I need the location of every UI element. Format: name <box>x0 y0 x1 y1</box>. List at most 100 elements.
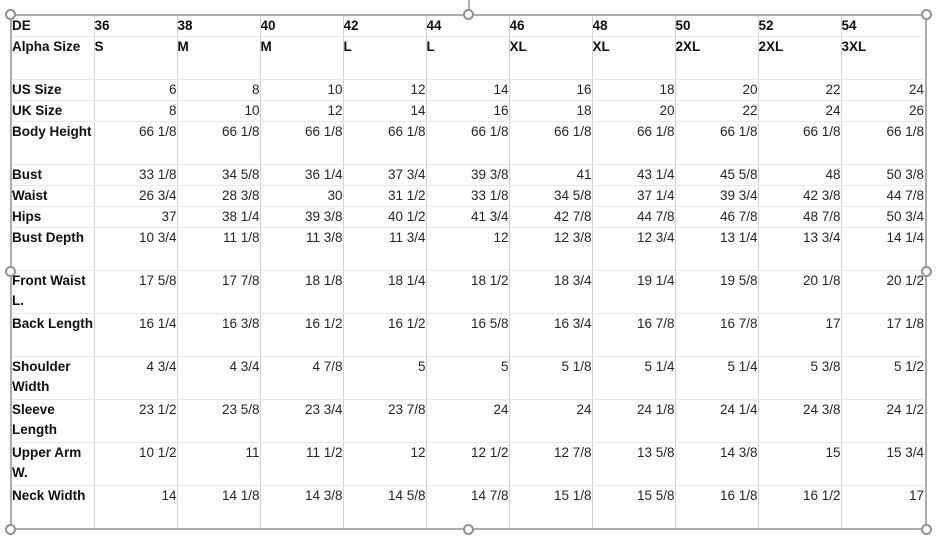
measurement-value-cell: 4 3/4 <box>177 356 261 400</box>
measurement-value-cell: 22 <box>758 79 842 101</box>
size-header-cell: 42 <box>343 16 427 37</box>
measurement-value-cell: 42 7/8 <box>509 206 593 228</box>
row-label-cell: Bust Depth <box>12 227 95 271</box>
row-label-cell: Sleeve Length <box>12 399 95 443</box>
measurement-value-cell: 15 5/8 <box>592 485 676 528</box>
selected-table-frame[interactable]: DE 36 38 40 42 44 46 48 50 52 54 Alpha Size S M M L L XL X… <box>5 0 932 535</box>
measurement-value-cell: 5 3/8 <box>758 356 842 400</box>
measurement-value-cell: 14 7/8 <box>426 485 510 528</box>
measurement-value-cell: 22 <box>675 100 759 122</box>
measurement-value-cell: 19 1/4 <box>592 270 676 314</box>
table-row-header: DE 36 38 40 42 44 46 48 50 52 54 <box>12 16 924 37</box>
table-row: Bust 33 1/8 34 5/8 36 1/4 37 3/4 39 3/8 41 43 1… <box>12 164 924 186</box>
measurement-value-cell: 24 1/2 <box>841 399 924 443</box>
measurement-value-cell: 17 <box>908 488 924 503</box>
measurement-value-cell: 14 1/8 <box>177 485 261 528</box>
table-row: Waist 26 3/4 28 3/8 30 31 1/2 33 1/8 34 5/8 37 … <box>12 185 924 207</box>
measurement-value-cell: 16 5/8 <box>426 313 510 357</box>
table-row: US Size 6 8 10 12 14 16 18 20 22 24 <box>12 79 924 101</box>
measurement-value-cell: 16 <box>426 100 510 122</box>
resize-handle-bottom-center[interactable] <box>462 524 474 535</box>
measurement-value-cell: 24 <box>509 399 593 443</box>
rotation-handle-stem <box>467 0 470 14</box>
measurement-value-cell: 12 7/8 <box>509 442 593 486</box>
measurement-value-cell: 14 5/8 <box>343 485 427 528</box>
measurement-value-cell: 24 3/8 <box>758 399 842 443</box>
measurement-value-cell: 50 3/8 <box>841 164 924 186</box>
row-label-cell: Hips <box>12 206 95 228</box>
resize-handle-middle-right[interactable] <box>921 266 932 277</box>
measurement-value-cell: 39 3/8 <box>426 164 510 186</box>
row-label-cell: Bust <box>12 164 95 186</box>
measurement-value-cell: 10 <box>260 79 344 101</box>
measurement-value-cell: 14 <box>94 485 178 528</box>
measurement-value-cell: 17 1/8 <box>841 313 924 357</box>
measurement-value-cell: 33 1/8 <box>94 164 178 186</box>
table-row: Sleeve Length 23 1/2 23 5/8 23 3/4 23 7/8 24 2… <box>12 399 924 443</box>
size-header-cell: 48 <box>592 16 676 37</box>
measurement-value-cell: 5 1/4 <box>675 356 759 400</box>
measurement-value-cell: 18 1/8 <box>260 270 344 314</box>
measurement-value-cell: 12 <box>343 79 427 101</box>
measurement-value-cell: 30 <box>260 185 344 207</box>
measurement-value-cell: 66 1/8 <box>675 121 759 165</box>
measurement-value-cell: 28 3/8 <box>177 185 261 207</box>
measurement-value-cell: 6 <box>94 79 178 101</box>
measurement-value-cell: 16 7/8 <box>592 313 676 357</box>
size-header-cell: 46 <box>509 16 593 37</box>
measurement-value-cell: 26 <box>841 100 924 122</box>
measurement-value-cell: 39 3/8 <box>260 206 344 228</box>
resize-handle-top-center[interactable] <box>462 9 474 20</box>
measurement-value-cell: 48 7/8 <box>758 206 842 228</box>
measurement-value-cell: 45 5/8 <box>675 164 759 186</box>
measurement-value-cell: 39 3/4 <box>675 185 759 207</box>
alpha-size-cell: M <box>177 36 261 80</box>
measurement-value-cell: 66 1/8 <box>177 121 261 165</box>
table-row: Front Waist L. 17 5/8 17 7/8 18 1/8 18 1/4 18… <box>12 270 924 314</box>
size-header-cell: 44 <box>426 16 510 37</box>
measurement-value-cell: 5 1/4 <box>592 356 676 400</box>
measurement-value-cell: 12 <box>343 442 427 486</box>
measurement-value-cell: 33 1/8 <box>426 185 510 207</box>
measurement-value-cell: 46 7/8 <box>675 206 759 228</box>
table-row: Neck Width 14 14 1/8 14 3/8 14 5/8 14 7/8 15 1… <box>12 485 924 528</box>
resize-handle-bottom-left[interactable] <box>5 524 16 535</box>
measurement-value-cell: 66 1/8 <box>260 121 344 165</box>
measurement-value-cell: 66 1/8 <box>592 121 676 165</box>
measurement-value-cell: 18 1/2 <box>426 270 510 314</box>
resize-handle-middle-left[interactable] <box>5 266 16 277</box>
measurement-value-cell: 41 3/4 <box>426 206 510 228</box>
measurement-value-cell: 18 <box>509 100 593 122</box>
measurement-value-cell: 41 <box>509 164 593 186</box>
size-header-cell: 40 <box>260 16 344 37</box>
resize-handle-bottom-right[interactable] <box>921 524 932 535</box>
row-label-cell: Body Height <box>12 121 95 165</box>
row-label-cell: US Size <box>12 79 95 101</box>
resize-handle-top-left[interactable] <box>5 9 16 20</box>
measurement-value-cell: 24 1/8 <box>592 399 676 443</box>
measurement-value-cell: 18 3/4 <box>509 270 593 314</box>
measurement-value-cell: 8 <box>94 100 178 122</box>
alpha-size-cell: 2XL <box>758 36 842 80</box>
measurement-value-cell: 66 1/8 <box>94 121 178 165</box>
measurement-value-cell: 42 3/8 <box>758 185 842 207</box>
measurement-value-cell: 13 1/4 <box>675 227 759 271</box>
measurement-value-cell: 14 3/8 <box>260 485 344 528</box>
measurement-value-cell: 12 <box>260 100 344 122</box>
size-header-cell: 38 <box>177 16 261 37</box>
measurement-value-cell: 13 5/8 <box>592 442 676 486</box>
measurement-value-cell: 12 3/8 <box>509 227 593 271</box>
row-label-cell: Shoulder Width <box>12 356 95 400</box>
resize-handle-top-right[interactable] <box>921 9 932 20</box>
measurement-value-cell: 10 <box>177 100 261 122</box>
table-row: Body Height 66 1/8 66 1/8 66 1/8 66 1/8 66 1/… <box>12 121 924 165</box>
measurement-value-cell: 19 5/8 <box>675 270 759 314</box>
measurement-value-cell: 14 1/4 <box>841 227 924 271</box>
measurement-value-cell: 24 <box>426 399 510 443</box>
measurement-value-cell: 66 1/8 <box>841 121 924 165</box>
measurement-value-cell: 37 1/4 <box>592 185 676 207</box>
row-label-cell: Upper Arm W. <box>12 442 95 486</box>
measurement-value-cell: 17 5/8 <box>94 270 178 314</box>
measurement-value-cell: 37 <box>94 206 178 228</box>
